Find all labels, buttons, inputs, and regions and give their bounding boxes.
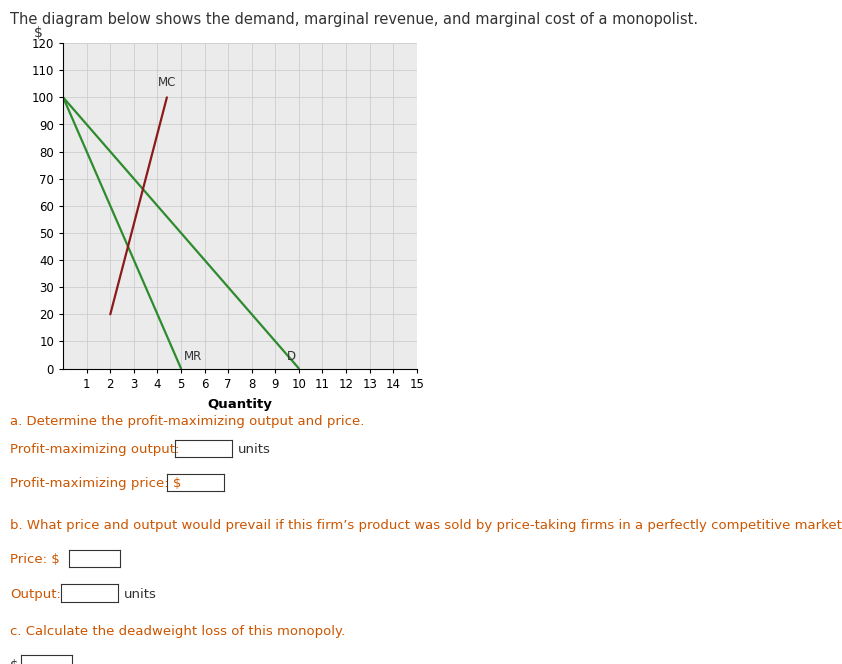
Text: Price: $: Price: $ [10,553,60,566]
Text: $: $ [10,659,19,664]
Text: units: units [124,588,157,601]
Text: MR: MR [184,350,201,363]
Text: Quantity: Quantity [207,398,273,412]
Text: Profit-maximizing output:: Profit-maximizing output: [10,443,179,456]
Text: units: units [237,443,270,456]
Text: Output:: Output: [10,588,61,601]
Text: b. What price and output would prevail if this firm’s product was sold by price-: b. What price and output would prevail i… [10,519,842,532]
Text: $: $ [34,26,43,40]
Text: MC: MC [157,76,176,89]
Text: Profit-maximizing price: $: Profit-maximizing price: $ [10,477,182,491]
Text: c. Calculate the deadweight loss of this monopoly.: c. Calculate the deadweight loss of this… [10,625,345,639]
Text: a. Determine the profit-maximizing output and price.: a. Determine the profit-maximizing outpu… [10,415,365,428]
Text: D: D [287,350,296,363]
Text: The diagram below shows the demand, marginal revenue, and marginal cost of a mon: The diagram below shows the demand, marg… [10,12,698,27]
